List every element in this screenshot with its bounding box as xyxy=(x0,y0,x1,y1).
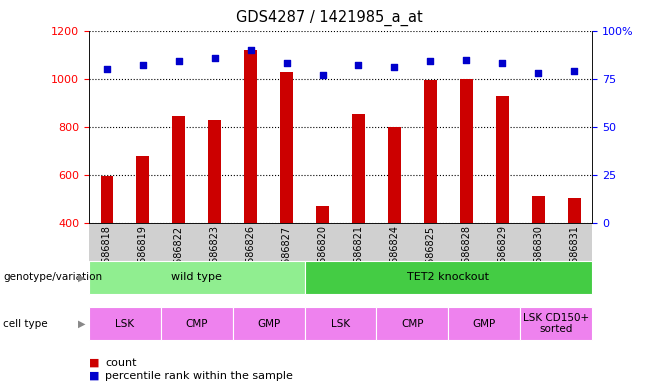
Bar xyxy=(568,197,580,319)
Text: ▶: ▶ xyxy=(78,272,85,283)
Point xyxy=(461,56,472,63)
Bar xyxy=(424,80,437,319)
Point xyxy=(101,66,112,72)
Bar xyxy=(136,156,149,319)
Text: GDS4287 / 1421985_a_at: GDS4287 / 1421985_a_at xyxy=(236,10,422,26)
Point xyxy=(138,62,148,68)
Text: wild type: wild type xyxy=(171,272,222,283)
Point xyxy=(389,64,399,70)
Point xyxy=(282,60,292,66)
Bar xyxy=(209,119,221,319)
Point xyxy=(569,68,580,74)
Bar xyxy=(280,71,293,319)
Text: GMP: GMP xyxy=(472,318,496,329)
Text: cell type: cell type xyxy=(3,318,48,329)
Point xyxy=(209,55,220,61)
Bar xyxy=(352,114,365,319)
Point xyxy=(533,70,544,76)
Bar xyxy=(316,206,329,319)
Text: ■: ■ xyxy=(89,371,99,381)
Text: LSK CD150+
sorted: LSK CD150+ sorted xyxy=(523,313,590,334)
Point xyxy=(497,60,507,66)
Text: genotype/variation: genotype/variation xyxy=(3,272,103,283)
Bar xyxy=(460,79,472,319)
Point xyxy=(245,47,256,53)
Bar xyxy=(101,176,113,319)
Bar xyxy=(244,50,257,319)
Text: percentile rank within the sample: percentile rank within the sample xyxy=(105,371,293,381)
Text: GMP: GMP xyxy=(257,318,280,329)
Text: LSK: LSK xyxy=(115,318,134,329)
Text: CMP: CMP xyxy=(401,318,424,329)
Text: LSK: LSK xyxy=(331,318,350,329)
Bar xyxy=(532,196,545,319)
Bar xyxy=(172,116,185,319)
Point xyxy=(353,62,364,68)
Point xyxy=(317,72,328,78)
Text: TET2 knockout: TET2 knockout xyxy=(407,272,490,283)
Text: count: count xyxy=(105,358,137,368)
Text: ■: ■ xyxy=(89,358,99,368)
Bar xyxy=(388,127,401,319)
Text: CMP: CMP xyxy=(186,318,208,329)
Bar xyxy=(496,96,509,319)
Text: ▶: ▶ xyxy=(78,318,85,329)
Point xyxy=(425,58,436,65)
Point xyxy=(174,58,184,65)
